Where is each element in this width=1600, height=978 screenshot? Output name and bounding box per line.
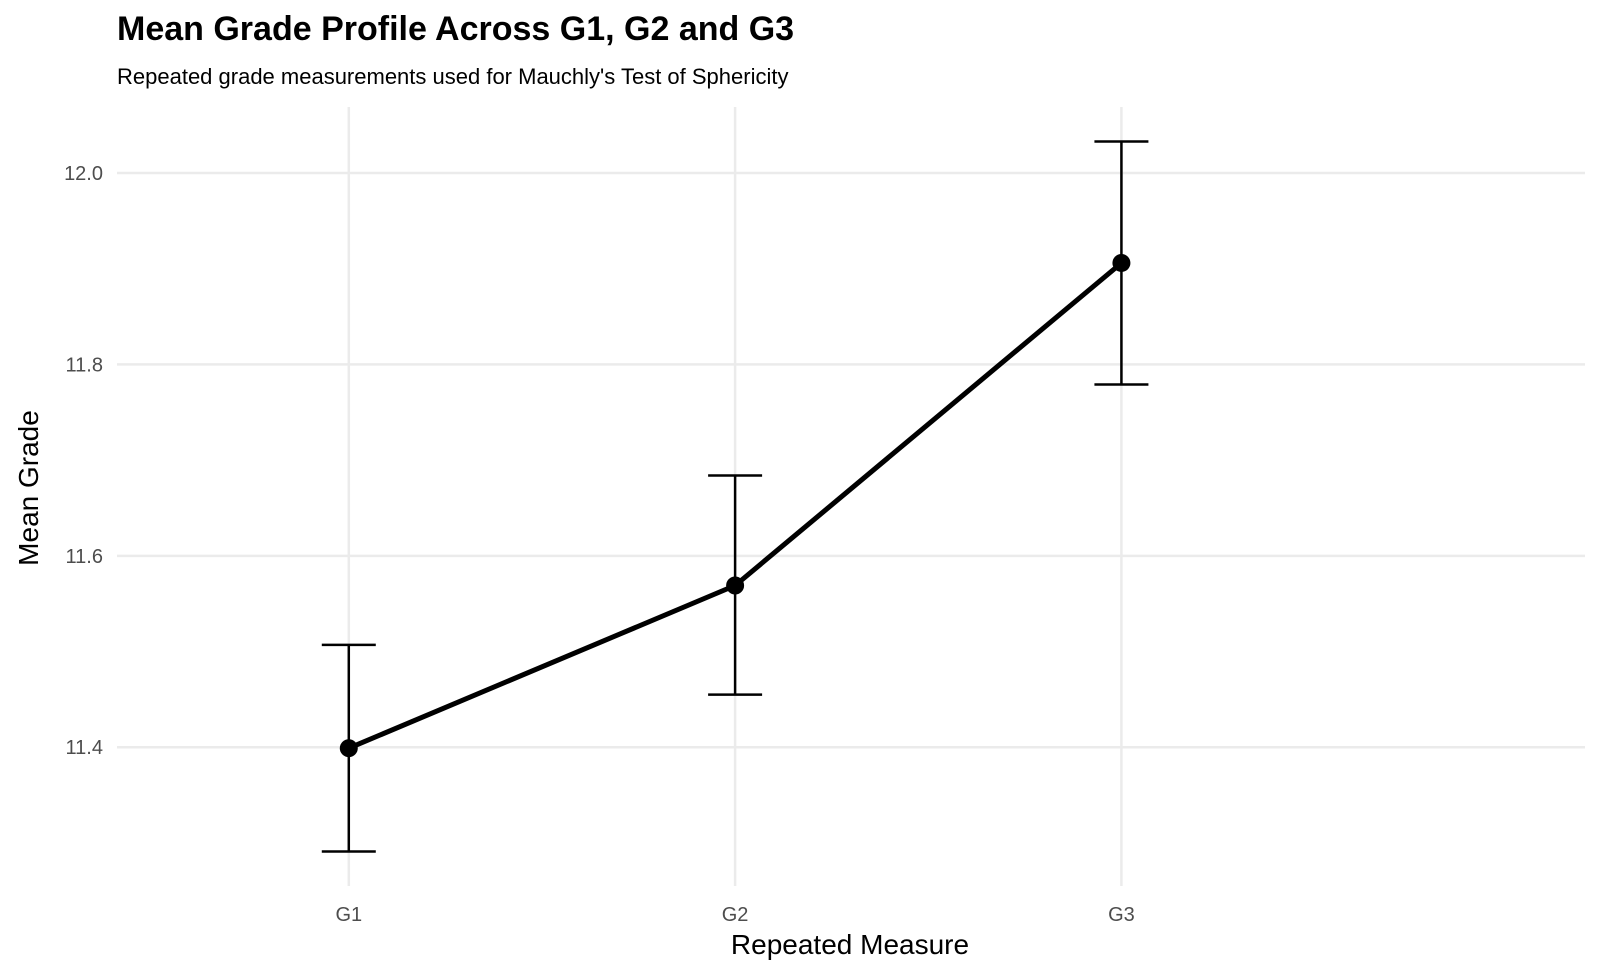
chart-subtitle: Repeated grade measurements used for Mau… bbox=[117, 64, 789, 89]
x-axis-ticks: G1 G2 G3 bbox=[335, 904, 1134, 926]
x-tick-label: G2 bbox=[722, 904, 749, 926]
x-axis-title: Repeated Measure bbox=[731, 929, 969, 960]
data-points bbox=[339, 253, 1131, 758]
y-tick-label: 11.4 bbox=[66, 737, 103, 759]
x-tick-label: G1 bbox=[335, 904, 362, 926]
y-tick-label: 12.0 bbox=[64, 163, 103, 185]
data-point bbox=[339, 739, 358, 758]
data-point bbox=[726, 576, 745, 595]
data-point bbox=[1112, 253, 1131, 272]
y-axis-title: Mean Grade bbox=[13, 410, 44, 566]
chart-title: Mean Grade Profile Across G1, G2 and G3 bbox=[117, 10, 795, 48]
y-tick-label: 11.8 bbox=[66, 354, 103, 376]
y-axis-ticks: 11.4 11.6 11.8 12.0 bbox=[64, 163, 103, 759]
x-tick-label: G3 bbox=[1108, 904, 1135, 926]
y-tick-label: 11.6 bbox=[66, 546, 103, 568]
grid-lines bbox=[117, 107, 1585, 886]
